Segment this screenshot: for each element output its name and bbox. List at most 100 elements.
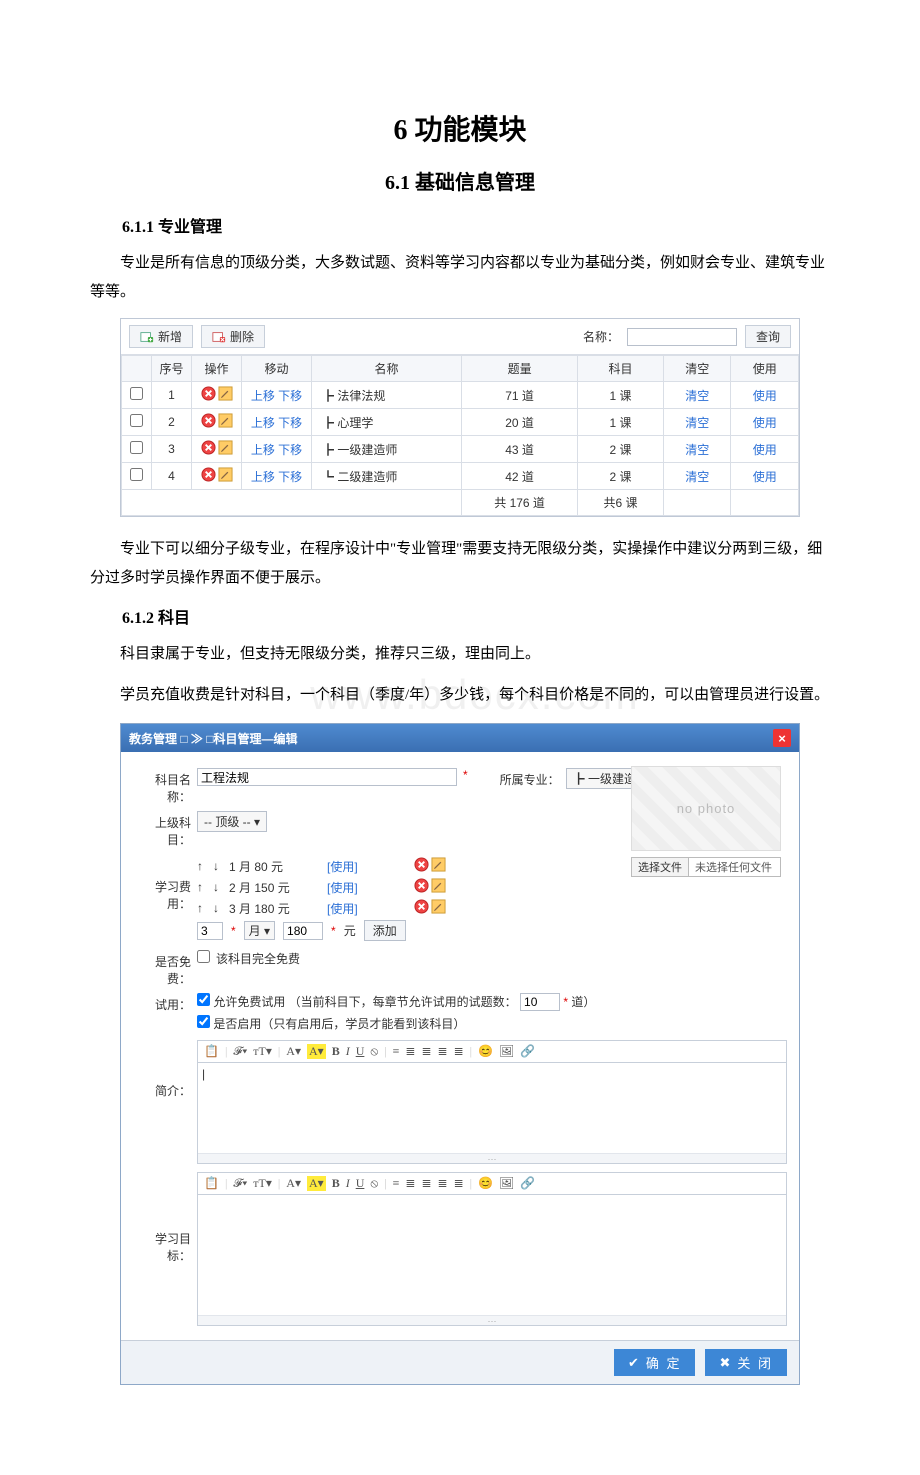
rte-tool-icon[interactable]: 🖼 <box>499 1176 514 1191</box>
row-edit-icon[interactable] <box>218 467 233 485</box>
rte-tool-icon[interactable]: 😊 <box>478 1176 493 1191</box>
delete-button[interactable]: 删除 <box>201 325 265 348</box>
row-delete-icon[interactable] <box>201 440 216 458</box>
fee-delete-icon[interactable] <box>414 857 429 875</box>
rte-tool-icon[interactable]: 🔗 <box>520 1176 535 1191</box>
row-edit-icon[interactable] <box>218 440 233 458</box>
resize-handle-icon[interactable]: ⋯ <box>198 1315 786 1325</box>
rte-tool-icon[interactable]: ≣ <box>438 1044 448 1059</box>
rte-tool-icon[interactable]: ≣ <box>438 1176 448 1191</box>
trial-checkbox[interactable] <box>197 993 210 1006</box>
rte-tool-icon[interactable]: ⦸ <box>370 1044 378 1059</box>
rte-toolbar[interactable]: 📋|𝓕▾ᴛT▾|A▾A▾BIU⦸|≡≣≣≣≣|😊🖼🔗 <box>198 1173 786 1195</box>
rte-goal-area[interactable] <box>198 1195 786 1315</box>
rte-tool-icon[interactable]: ≡ <box>393 1044 400 1059</box>
arrow-up-icon[interactable]: ↑ <box>197 880 205 894</box>
row-delete-icon[interactable] <box>201 467 216 485</box>
rte-tool-icon[interactable]: 📋 <box>204 1176 219 1191</box>
rte-tool-icon[interactable]: ≣ <box>454 1044 464 1059</box>
arrow-down-icon[interactable]: ↓ <box>213 901 221 915</box>
rte-tool-icon[interactable]: ≡ <box>393 1176 400 1191</box>
row-delete-icon[interactable] <box>201 413 216 431</box>
fee-edit-icon[interactable] <box>431 899 446 917</box>
rte-tool-icon[interactable]: 🖼 <box>499 1044 514 1059</box>
use-link[interactable]: 使用 <box>753 416 777 430</box>
clear-link[interactable]: 清空 <box>685 416 709 430</box>
rte-tool-icon[interactable]: ᴛT▾ <box>253 1176 272 1191</box>
rte-tool-icon[interactable]: 𝓕▾ <box>233 1176 247 1191</box>
rte-tool-icon[interactable]: 🔗 <box>520 1044 535 1059</box>
use-link[interactable]: 使用 <box>753 443 777 457</box>
rte-intro-area[interactable]: | <box>198 1063 786 1153</box>
move-down-link[interactable]: 下移 <box>278 470 302 484</box>
rte-tool-icon[interactable]: U <box>356 1176 365 1191</box>
enable-checkbox[interactable] <box>197 1015 210 1028</box>
arrow-down-icon[interactable]: ↓ <box>213 859 221 873</box>
fee-use-link[interactable]: [使用] <box>327 879 358 896</box>
choose-file-button[interactable]: 选择文件 <box>631 857 689 877</box>
parent-select[interactable]: -- 顶级 -- ▾ <box>197 811 267 832</box>
rte-tool-icon[interactable]: ≣ <box>421 1044 431 1059</box>
rte-tool-icon[interactable]: ≣ <box>405 1044 415 1059</box>
rte-tool-icon[interactable]: ≣ <box>421 1176 431 1191</box>
fee-use-link[interactable]: [使用] <box>327 858 358 875</box>
rte-tool-icon[interactable]: I <box>346 1044 350 1059</box>
row-checkbox[interactable] <box>130 468 143 481</box>
search-input[interactable] <box>627 328 737 346</box>
fee-price-input[interactable] <box>283 922 323 940</box>
rte-tool-icon[interactable]: ⦸ <box>370 1176 378 1191</box>
fee-delete-icon[interactable] <box>414 899 429 917</box>
fee-unit-select[interactable]: 月 ▾ <box>244 921 275 940</box>
resize-handle-icon[interactable]: ⋯ <box>198 1153 786 1163</box>
cancel-button[interactable]: ✖ 关 闭 <box>705 1349 787 1376</box>
rte-tool-icon[interactable]: B <box>332 1176 340 1191</box>
fee-edit-icon[interactable] <box>431 857 446 875</box>
rte-tool-icon[interactable]: 📋 <box>204 1044 219 1059</box>
arrow-up-icon[interactable]: ↑ <box>197 901 205 915</box>
row-checkbox[interactable] <box>130 387 143 400</box>
move-down-link[interactable]: 下移 <box>278 389 302 403</box>
move-up-link[interactable]: 上移 <box>251 416 275 430</box>
fee-num-input[interactable] <box>197 922 223 940</box>
use-link[interactable]: 使用 <box>753 389 777 403</box>
row-edit-icon[interactable] <box>218 386 233 404</box>
trial-num-input[interactable] <box>520 993 560 1011</box>
move-up-link[interactable]: 上移 <box>251 389 275 403</box>
fee-use-link[interactable]: [使用] <box>327 900 358 917</box>
move-down-link[interactable]: 下移 <box>278 443 302 457</box>
row-delete-icon[interactable] <box>201 386 216 404</box>
fee-delete-icon[interactable] <box>414 878 429 896</box>
rte-tool-icon[interactable]: B <box>332 1044 340 1059</box>
free-checkbox[interactable] <box>197 950 210 963</box>
rte-tool-icon[interactable]: 𝓕▾ <box>233 1044 247 1059</box>
fee-add-button[interactable]: 添加 <box>364 920 406 941</box>
add-button[interactable]: 新增 <box>129 325 193 348</box>
rte-tool-icon[interactable]: A▾ <box>307 1044 326 1059</box>
row-checkbox[interactable] <box>130 441 143 454</box>
rte-tool-icon[interactable]: ≣ <box>454 1176 464 1191</box>
rte-tool-icon[interactable]: A▾ <box>286 1044 301 1059</box>
close-icon[interactable]: × <box>773 729 791 747</box>
query-button[interactable]: 查询 <box>745 325 791 348</box>
use-link[interactable]: 使用 <box>753 470 777 484</box>
rte-tool-icon[interactable]: ≣ <box>405 1176 415 1191</box>
clear-link[interactable]: 清空 <box>685 470 709 484</box>
move-down-link[interactable]: 下移 <box>278 416 302 430</box>
row-checkbox[interactable] <box>130 414 143 427</box>
arrow-up-icon[interactable]: ↑ <box>197 859 205 873</box>
fee-edit-icon[interactable] <box>431 878 446 896</box>
rte-tool-icon[interactable]: U <box>356 1044 365 1059</box>
arrow-down-icon[interactable]: ↓ <box>213 880 221 894</box>
ok-button[interactable]: ✔ 确 定 <box>614 1349 696 1376</box>
move-up-link[interactable]: 上移 <box>251 470 275 484</box>
clear-link[interactable]: 清空 <box>685 443 709 457</box>
row-edit-icon[interactable] <box>218 413 233 431</box>
rte-tool-icon[interactable]: A▾ <box>307 1176 326 1191</box>
rte-tool-icon[interactable]: A▾ <box>286 1176 301 1191</box>
rte-tool-icon[interactable]: ᴛT▾ <box>253 1044 272 1059</box>
clear-link[interactable]: 清空 <box>685 389 709 403</box>
rte-tool-icon[interactable]: 😊 <box>478 1044 493 1059</box>
rte-tool-icon[interactable]: I <box>346 1176 350 1191</box>
subject-name-input[interactable] <box>197 768 457 786</box>
rte-toolbar[interactable]: 📋|𝓕▾ᴛT▾|A▾A▾BIU⦸|≡≣≣≣≣|😊🖼🔗 <box>198 1041 786 1063</box>
